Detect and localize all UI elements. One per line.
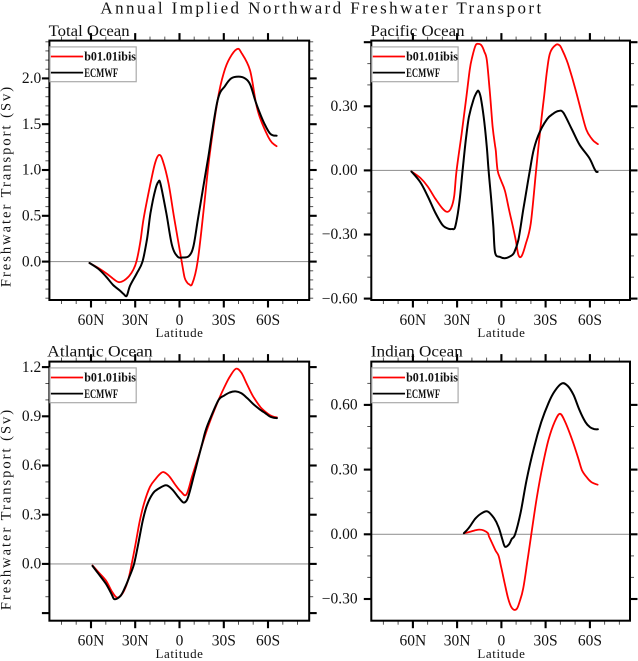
- svg-text:60S: 60S: [256, 312, 280, 329]
- svg-text:b01.01ibis: b01.01ibis: [406, 50, 458, 64]
- svg-text:0.60: 0.60: [330, 397, 357, 414]
- svg-text:Latitude: Latitude: [155, 325, 203, 340]
- svg-text:30N: 30N: [122, 312, 149, 329]
- svg-text:30N: 30N: [122, 633, 149, 650]
- svg-text:Pacific Ocean: Pacific Ocean: [371, 23, 465, 40]
- svg-text:0.00: 0.00: [330, 162, 357, 179]
- svg-text:1.0: 1.0: [22, 162, 42, 179]
- svg-text:60S: 60S: [578, 312, 602, 329]
- svg-text:Total Ocean: Total Ocean: [49, 23, 130, 40]
- svg-text:60S: 60S: [256, 633, 280, 650]
- svg-text:0: 0: [498, 312, 506, 329]
- svg-text:Freshwater Transport (Sv): Freshwater Transport (Sv): [0, 85, 15, 287]
- svg-text:1.2: 1.2: [22, 359, 41, 376]
- svg-text:0.0: 0.0: [22, 556, 42, 573]
- svg-text:b01.01ibis: b01.01ibis: [84, 50, 136, 64]
- svg-text:Annual Implied Northward Fresh: Annual Implied Northward Freshwater Tran…: [100, 0, 543, 18]
- svg-text:60N: 60N: [78, 633, 105, 650]
- svg-text:0: 0: [176, 312, 184, 329]
- svg-text:0: 0: [498, 633, 506, 650]
- svg-text:0.5: 0.5: [22, 208, 42, 225]
- svg-text:30S: 30S: [212, 312, 236, 329]
- svg-text:0.30: 0.30: [330, 98, 357, 115]
- svg-text:−0.30: −0.30: [322, 591, 358, 608]
- svg-text:60S: 60S: [578, 633, 602, 650]
- svg-text:ECMWF: ECMWF: [84, 387, 118, 401]
- svg-text:−0.60: −0.60: [322, 290, 358, 307]
- svg-text:Atlantic Ocean: Atlantic Ocean: [47, 344, 153, 361]
- svg-text:0.00: 0.00: [330, 526, 357, 543]
- svg-text:b01.01ibis: b01.01ibis: [84, 371, 136, 385]
- svg-text:−0.30: −0.30: [322, 226, 358, 243]
- svg-text:ECMWF: ECMWF: [406, 387, 440, 401]
- svg-text:2.0: 2.0: [22, 70, 42, 87]
- svg-text:30S: 30S: [534, 633, 558, 650]
- svg-text:30N: 30N: [444, 312, 471, 329]
- svg-text:Latitude: Latitude: [477, 646, 525, 661]
- svg-text:0.0: 0.0: [22, 253, 42, 270]
- svg-text:Latitude: Latitude: [155, 646, 203, 661]
- svg-text:60N: 60N: [78, 312, 105, 329]
- svg-text:0.3: 0.3: [22, 506, 42, 523]
- svg-text:ECMWF: ECMWF: [84, 66, 118, 80]
- svg-text:0.30: 0.30: [330, 461, 357, 478]
- svg-text:0.9: 0.9: [22, 408, 42, 425]
- svg-text:b01.01ibis: b01.01ibis: [406, 371, 458, 385]
- svg-text:ECMWF: ECMWF: [406, 66, 440, 80]
- svg-text:30S: 30S: [212, 633, 236, 650]
- svg-text:Latitude: Latitude: [477, 325, 525, 340]
- svg-text:0.6: 0.6: [22, 457, 42, 474]
- svg-text:Freshwater Transport (Sv): Freshwater Transport (Sv): [0, 408, 15, 610]
- svg-text:30S: 30S: [534, 312, 558, 329]
- svg-text:0: 0: [176, 633, 184, 650]
- svg-text:30N: 30N: [444, 633, 471, 650]
- svg-text:60N: 60N: [400, 312, 427, 329]
- svg-text:60N: 60N: [400, 633, 427, 650]
- svg-text:1.5: 1.5: [22, 116, 42, 133]
- svg-text:Indian Ocean: Indian Ocean: [371, 344, 463, 361]
